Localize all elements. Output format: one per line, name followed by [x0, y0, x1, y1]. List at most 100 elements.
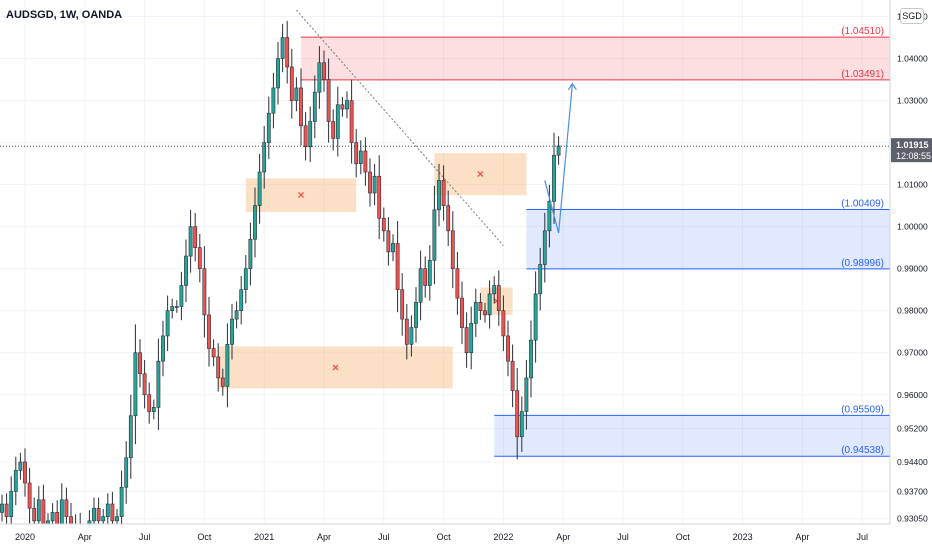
candle — [27, 467, 32, 524]
x-tick-label: Jul — [139, 532, 151, 542]
candle-body — [142, 373, 147, 396]
candle — [372, 164, 377, 206]
candle-body — [170, 306, 175, 312]
zone-x-marker: × — [332, 360, 339, 374]
y-tick-label: 0.93050 — [897, 514, 928, 524]
candle-body — [492, 285, 497, 295]
candle — [18, 452, 23, 480]
price-tag-value: 1.01915 — [896, 140, 929, 150]
candle-body — [105, 503, 110, 517]
y-tick-label: 0.96000 — [897, 390, 928, 400]
candle — [138, 339, 142, 388]
candle-body — [4, 503, 9, 517]
candle-body — [409, 327, 414, 345]
candle — [13, 456, 18, 506]
symbol-title[interactable]: AUDSGD, 1W, OANDA — [6, 9, 123, 21]
y-tick-label: 0.99000 — [897, 264, 928, 274]
candle — [142, 360, 147, 409]
candle — [354, 128, 359, 178]
currency-badge[interactable]: SGD — [900, 8, 924, 24]
candle-body — [9, 491, 14, 517]
candle — [248, 222, 253, 286]
candle — [216, 343, 221, 392]
candle-body — [496, 285, 501, 312]
candle-body — [377, 175, 382, 219]
candle — [202, 246, 207, 338]
y-tick-label: 0.93700 — [897, 486, 928, 496]
candle — [391, 234, 395, 262]
candle-body — [156, 360, 161, 408]
candle — [400, 273, 405, 336]
candle — [308, 106, 313, 162]
candle — [377, 155, 382, 240]
candle — [211, 339, 216, 367]
candle — [225, 323, 230, 408]
candle — [9, 476, 14, 532]
candle — [179, 271, 184, 321]
trendline-segment — [296, 9, 504, 246]
candle-body — [358, 150, 363, 164]
candle-body — [418, 268, 423, 303]
zone-x-marker: × — [493, 294, 500, 308]
candle — [188, 210, 193, 273]
y-tick-label: 1.03000 — [897, 96, 928, 106]
candle-body — [437, 180, 441, 211]
candle-body — [23, 461, 27, 484]
candle — [358, 140, 363, 175]
candle-body — [335, 104, 340, 139]
candle — [552, 132, 556, 224]
candle — [492, 276, 497, 304]
candle — [165, 295, 170, 352]
candle-body — [432, 209, 437, 261]
candle-body — [299, 87, 303, 127]
candles — [0, 20, 561, 550]
candle — [529, 320, 533, 398]
candle-body — [547, 201, 552, 232]
candle-body — [404, 318, 409, 345]
zone-x-marker: × — [297, 188, 304, 202]
candle-body — [400, 289, 405, 320]
candle-body — [110, 503, 115, 522]
candle-body — [372, 175, 377, 194]
candle — [243, 255, 248, 304]
candle-body — [36, 499, 41, 522]
x-tick-label: 2023 — [733, 532, 753, 542]
zone-label: (1.04510) — [841, 26, 884, 37]
y-tick-label: 0.95200 — [897, 423, 928, 433]
x-tick-label: Jul — [617, 532, 629, 542]
candle-body — [41, 499, 46, 526]
y-axis[interactable]: 1.050001.040001.030001.020001.010001.000… — [889, 0, 932, 550]
x-tick-label: Apr — [556, 532, 570, 542]
candle — [519, 396, 524, 452]
candle-body — [441, 180, 446, 206]
candle-body — [524, 377, 529, 412]
zone-label: (1.03491) — [841, 69, 884, 80]
y-tick-label: 0.97000 — [897, 348, 928, 358]
candle-body — [427, 259, 432, 286]
zones: (1.04510) (1.03491) (1.00409) (0.98996) (0.9… — [218, 26, 890, 457]
candle — [239, 276, 244, 325]
candle-body — [115, 516, 119, 522]
candle-body — [124, 457, 129, 488]
x-tick-label: Apr — [795, 532, 809, 542]
candle-body — [552, 154, 556, 202]
candle — [151, 399, 156, 420]
x-axis[interactable]: 2020 Apr Jul Oct 2021 Apr Jul Oct 2022 Apr Jul Oct 2… — [0, 523, 890, 550]
candle-body — [202, 268, 207, 316]
candle-body — [225, 344, 230, 387]
candle-body — [460, 297, 464, 328]
projection-arrowhead — [567, 82, 577, 91]
candle-body — [92, 507, 96, 522]
candle — [483, 302, 487, 323]
x-tick-label: Jul — [378, 532, 390, 542]
candle-body — [285, 37, 290, 68]
x-tick-label: Apr — [317, 532, 331, 542]
candle — [418, 250, 423, 321]
candle-body — [248, 238, 253, 269]
candle-body — [322, 62, 326, 80]
candle-body — [266, 112, 271, 143]
candle — [409, 315, 414, 357]
candle-body — [207, 314, 211, 349]
candle-body — [216, 356, 221, 379]
